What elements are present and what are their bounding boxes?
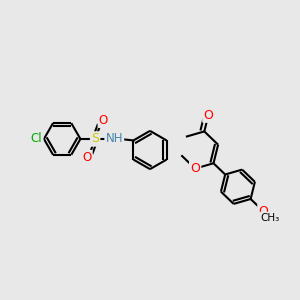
Text: O: O xyxy=(203,109,213,122)
Text: O: O xyxy=(82,151,92,164)
Text: O: O xyxy=(258,205,268,218)
Text: NH: NH xyxy=(106,133,123,146)
Text: CH₃: CH₃ xyxy=(260,213,280,223)
Text: O: O xyxy=(190,162,200,175)
Text: Cl: Cl xyxy=(31,133,42,146)
Text: S: S xyxy=(91,133,99,146)
Text: O: O xyxy=(99,114,108,127)
